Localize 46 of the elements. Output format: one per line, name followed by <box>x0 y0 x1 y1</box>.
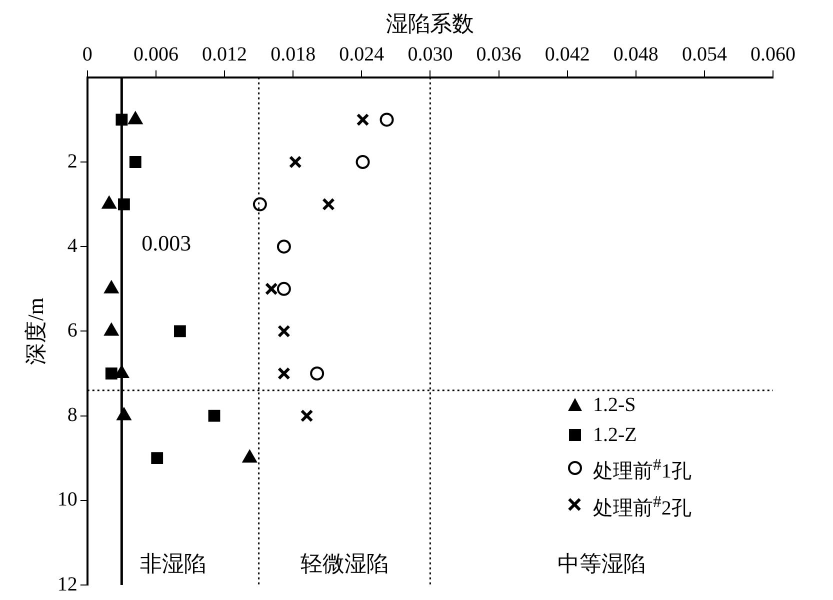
point <box>356 113 370 126</box>
x-tick-label: 0 <box>82 44 92 66</box>
point <box>105 368 118 380</box>
point <box>151 452 164 464</box>
point <box>208 410 220 422</box>
y-axis-title: 深度/m <box>22 298 48 365</box>
x-tick-label: 0.006 <box>133 44 178 66</box>
x-tick-label: 0.048 <box>613 44 658 66</box>
point <box>276 282 291 296</box>
x-tick-label: 0.030 <box>408 44 453 66</box>
point <box>264 282 278 296</box>
y-tick-label: 2 <box>67 150 78 172</box>
x-tick-label: 0.060 <box>750 44 796 66</box>
y-tick-label: 4 <box>67 234 78 257</box>
x-tick-label: 0.036 <box>476 44 522 66</box>
point <box>174 325 186 338</box>
legend-label: 处理前$^{#}$1孔 <box>593 454 692 485</box>
y-tick-label: 6 <box>67 319 78 342</box>
x-tick-label: 0.054 <box>682 44 727 66</box>
legend-label: 处理前$^{#}$2孔 <box>593 490 692 522</box>
point <box>288 156 302 168</box>
point <box>277 324 290 338</box>
point <box>380 112 394 127</box>
y-tick-label: 10 <box>57 488 78 511</box>
point <box>129 156 142 168</box>
point <box>242 450 257 463</box>
y-tick-label: 8 <box>67 404 78 426</box>
annotation: 轻微湿陷 <box>300 550 388 576</box>
x-tick-label: 0.042 <box>544 44 590 66</box>
point <box>277 367 290 380</box>
point <box>356 155 370 169</box>
point <box>300 409 314 422</box>
annotation: 中等湿陷 <box>558 550 646 576</box>
x-tick-label: 0.024 <box>339 44 384 66</box>
x-tick-label: 0.018 <box>270 44 316 66</box>
y-tick-label: 12 <box>57 573 78 596</box>
legend-label: 1.2-Z <box>593 423 637 448</box>
x-tick-label: 0.012 <box>202 44 248 66</box>
point <box>322 198 335 211</box>
point <box>310 366 324 380</box>
legend-label: 1.2-S <box>593 393 636 418</box>
point <box>276 240 291 254</box>
ref-line-label: 0.003 <box>142 230 192 256</box>
annotation: 非湿陷 <box>140 550 206 576</box>
point <box>252 197 267 212</box>
x-axis-title: 湿陷系数 <box>386 10 474 36</box>
